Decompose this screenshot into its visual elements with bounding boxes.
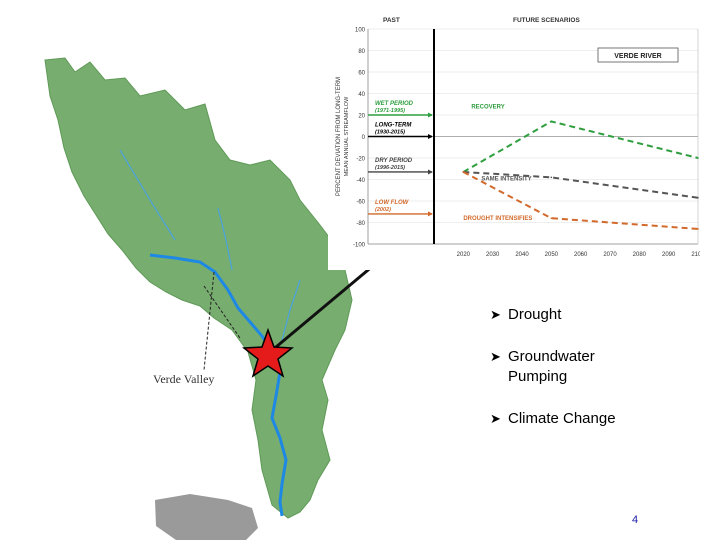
series-point	[462, 171, 465, 173]
y-tick-label: 20	[358, 114, 365, 120]
series-point	[697, 196, 699, 199]
legend-box	[597, 47, 679, 63]
valley-leader-line	[203, 271, 215, 371]
y-tick-label: 60	[358, 71, 365, 77]
y-tick-label: 100	[355, 28, 366, 34]
x-tick-label: 2050	[545, 252, 559, 258]
factor-list: ➤ Drought ➤ Groundwater Pumping ➤ Climat…	[490, 305, 690, 451]
past-period-sublabel: (1971-1995)	[375, 108, 405, 114]
past-period-arrowhead	[428, 169, 433, 175]
y-tick-label: -80	[356, 221, 365, 227]
chart-header-future: FUTURE SCENARIOS	[513, 17, 580, 24]
past-period-sublabel: (1996-2015)	[375, 165, 405, 171]
y-tick-label: -40	[356, 178, 365, 184]
series-point	[697, 228, 699, 230]
x-tick-label: 2100	[691, 252, 700, 258]
arrow-bullet-icon: ➤	[490, 411, 501, 426]
river-tributary	[119, 149, 301, 341]
y-tick-label: 40	[358, 92, 365, 98]
bullet-climate: ➤ Climate Change	[490, 410, 616, 427]
y-tick-label: -60	[356, 200, 365, 206]
series-line	[462, 171, 699, 230]
watershed-area	[44, 57, 353, 519]
bullet-groundwater: ➤ Groundwater Pumping	[490, 348, 595, 385]
y-axis-label: PERCENT DEVIATION FROM LONG-TERM	[336, 77, 342, 196]
x-tick-label: 2080	[633, 252, 647, 258]
verde-valley-label: Verde Valley	[153, 372, 215, 386]
gray-area	[155, 494, 258, 540]
past-period-arrowhead	[428, 112, 433, 118]
past-period-arrowhead	[428, 134, 433, 139]
valley-leader-line-2	[203, 285, 241, 339]
arrow-bullet-icon: ➤	[490, 307, 501, 322]
x-tick-label: 2070	[603, 252, 617, 258]
x-tick-label: 2040	[515, 252, 529, 258]
series-line	[462, 120, 699, 173]
past-period-arrowhead	[428, 211, 433, 217]
series-point	[697, 157, 699, 159]
x-tick-label: 2020	[457, 252, 471, 258]
past-period-label: LOW FLOW	[375, 200, 410, 206]
y-axis-label-2: MEAN ANNUAL STREAMFLOW	[344, 96, 350, 176]
y-tick-label: 80	[358, 49, 365, 55]
arrow-bullet-icon: ➤	[490, 349, 501, 364]
chart-header-past: PAST	[383, 17, 400, 24]
past-period-label: LONG-TERM	[375, 123, 412, 129]
series-label: SAME INTENSITY	[481, 176, 531, 182]
x-tick-label: 2090	[662, 252, 676, 258]
page-number: 4	[632, 514, 639, 526]
bullet-drought: ➤ Drought	[490, 306, 562, 323]
series-label: RECOVERY	[471, 104, 504, 110]
series-point	[550, 217, 553, 219]
past-period-label: DRY PERIOD	[375, 158, 413, 164]
y-tick-label: 0	[362, 135, 366, 141]
past-period-sublabel: (2002)	[375, 207, 391, 213]
y-tick-label: -100	[353, 243, 366, 249]
y-tick-label: -20	[356, 157, 365, 163]
x-tick-label: 2060	[574, 252, 588, 258]
streamflow-chart: PAST FUTURE SCENARIOS 100 80 60 40 20 0 -20 -40 -6…	[328, 10, 700, 270]
location-star-icon	[241, 327, 295, 378]
series-label: DROUGHT INTENSIFIES	[463, 216, 532, 222]
series-point	[550, 176, 553, 179]
series-point	[550, 120, 553, 123]
past-period-label: WET PERIOD	[375, 101, 414, 107]
callout-line	[269, 258, 381, 354]
x-tick-label: 2030	[486, 252, 500, 258]
past-period-sublabel: (1930-2015)	[375, 130, 405, 136]
legend-title: VERDE RIVER	[614, 53, 661, 60]
